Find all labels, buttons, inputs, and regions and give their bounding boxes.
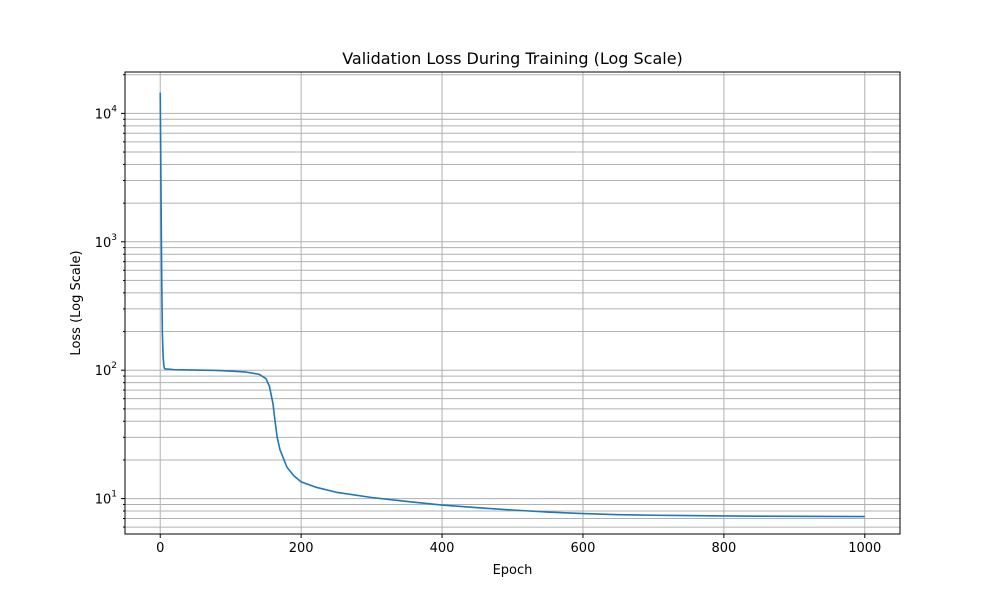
loss-series-line — [159, 92, 865, 518]
y-tick-label: 102 — [95, 361, 117, 379]
x-tick-label: 0 — [156, 541, 164, 556]
y-tick-exponent: 4 — [111, 104, 117, 114]
y-tick-label: 101 — [95, 490, 117, 508]
y-tick-base: 10 — [95, 493, 112, 508]
y-tick-exponent: 1 — [111, 490, 117, 500]
x-tick-label: 600 — [571, 541, 596, 556]
y-tick-base: 10 — [95, 107, 112, 122]
plot-frame — [124, 71, 901, 535]
y-tick-exponent: 2 — [111, 361, 117, 371]
y-tick-base: 10 — [95, 364, 112, 379]
series-layer — [159, 92, 865, 518]
chart-title: Validation Loss During Training (Log Sca… — [342, 49, 683, 68]
y-tick-label: 103 — [95, 233, 117, 251]
x-axis-label: Epoch — [493, 563, 533, 578]
x-tick-label: 400 — [430, 541, 455, 556]
x-tick-label: 800 — [711, 541, 736, 556]
y-axis-label: Loss (Log Scale) — [69, 250, 84, 355]
grid-layer — [125, 72, 900, 534]
y-tick-exponent: 3 — [111, 233, 117, 243]
y-tick-label: 104 — [95, 104, 118, 122]
x-tick-label: 1000 — [848, 541, 881, 556]
x-tick-label: 200 — [289, 541, 314, 556]
y-tick-base: 10 — [95, 236, 112, 251]
